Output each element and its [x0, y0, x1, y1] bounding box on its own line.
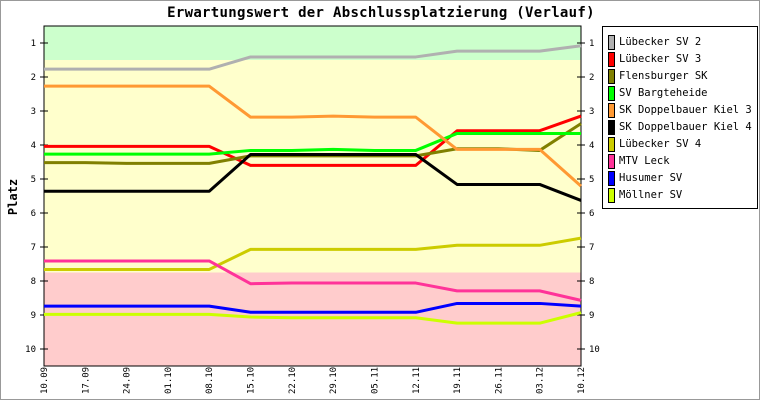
series-line-l-becker-sv-2 [44, 44, 582, 71]
y-tick-label-left: 5 [31, 175, 36, 185]
legend-swatch [608, 187, 615, 203]
legend-item: SK Doppelbauer Kiel 3 [608, 102, 752, 118]
y-tick-label-left: 3 [31, 107, 36, 117]
x-tick-label: 17.09 [81, 367, 91, 394]
series-line-sk-doppelbauer-kiel-3 [44, 84, 582, 188]
x-tick-label: 12.11 [412, 367, 422, 394]
legend-label: SV Bargteheide [619, 87, 708, 99]
legend-label: MTV Leck [619, 155, 670, 167]
band-0 [44, 26, 581, 60]
x-tick-label: 19.11 [453, 367, 463, 394]
legend-swatch [608, 51, 615, 67]
plot-border [43, 25, 582, 367]
series-line-m-llner-sv [44, 311, 582, 325]
series-line-l-becker-sv-4 [44, 236, 582, 271]
legend-item: MTV Leck [608, 153, 670, 169]
legend-label: SK Doppelbauer Kiel 3 [619, 104, 752, 116]
y-tick-label-left: 8 [31, 277, 36, 287]
y-tick-label-left: 6 [31, 209, 36, 219]
legend-swatch [608, 102, 615, 118]
y-tick-label-right: 5 [589, 175, 594, 185]
x-tick-label: 10.12 [577, 367, 587, 394]
legend-item: Husumer SV [608, 170, 682, 186]
y-tick-label-right: 10 [589, 345, 600, 355]
series-line-sv-bargteheide [44, 131, 581, 156]
legend-label: Lübecker SV 4 [619, 138, 702, 150]
y-tick-label-left: 1 [31, 39, 36, 49]
legend-item: SV Bargteheide [608, 85, 708, 101]
y-tick-label-right: 3 [589, 107, 594, 117]
x-tick-label: 29.10 [329, 367, 339, 394]
x-tick-label: 22.10 [288, 367, 298, 394]
legend-label: Flensburger SK [619, 70, 708, 82]
y-tick-label-right: 8 [589, 277, 594, 287]
x-tick-label: 01.10 [164, 367, 174, 394]
x-tick-label: 24.09 [123, 367, 133, 394]
legend-swatch [608, 170, 615, 186]
x-tick-label: 15.10 [247, 367, 257, 394]
chart-title: Erwartungswert der Abschlussplatzierung … [167, 5, 595, 21]
legend-item: SK Doppelbauer Kiel 4 [608, 119, 752, 135]
legend-item: Möllner SV [608, 187, 682, 203]
legend-item: Lübecker SV 2 [608, 34, 701, 50]
x-tick-label: 08.10 [205, 367, 215, 394]
legend-label: Möllner SV [619, 189, 683, 201]
y-tick-label-right: 7 [589, 243, 594, 253]
series-line-sk-doppelbauer-kiel-4 [44, 153, 582, 202]
y-tick-label-right: 9 [589, 311, 594, 321]
legend-label: Lübecker SV 3 [619, 53, 702, 65]
series-line-husumer-sv [44, 301, 582, 314]
x-tick-label: 26.11 [494, 367, 504, 394]
y-tick-label-right: 6 [589, 209, 594, 219]
legend-swatch [608, 34, 615, 50]
y-tick-label-left: 7 [31, 243, 36, 253]
y-tick-label-left: 10 [25, 345, 36, 355]
x-tick-label: 03.12 [536, 367, 546, 394]
legend: Lübecker SV 2 Lübecker SV 3 Flensburger SK… [602, 26, 758, 209]
legend-swatch [608, 85, 615, 101]
y-tick-label-right: 2 [589, 73, 594, 83]
legend-item: Lübecker SV 3 [608, 51, 701, 67]
y-tick-label-right: 4 [589, 141, 594, 151]
series-line-mtv-leck [44, 259, 582, 302]
x-tick-label: 05.11 [370, 367, 380, 394]
legend-label: Lübecker SV 2 [619, 36, 702, 48]
legend-item: Lübecker SV 4 [608, 136, 701, 152]
legend-swatch [608, 153, 615, 169]
legend-swatch [608, 136, 615, 152]
legend-item: Flensburger SK [608, 68, 708, 84]
x-tick-label: 10.09 [40, 367, 50, 394]
y-tick-label-left: 9 [31, 311, 36, 321]
legend-swatch [608, 68, 615, 84]
y-tick-label-right: 1 [589, 39, 594, 49]
legend-label: Husumer SV [619, 172, 683, 184]
y-tick-label-left: 4 [31, 141, 36, 151]
legend-swatch [608, 119, 615, 135]
legend-label: SK Doppelbauer Kiel 4 [619, 121, 752, 133]
band-2 [44, 272, 581, 366]
y-tick-label-left: 2 [31, 73, 36, 83]
series-line-l-becker-sv-3 [44, 114, 582, 167]
